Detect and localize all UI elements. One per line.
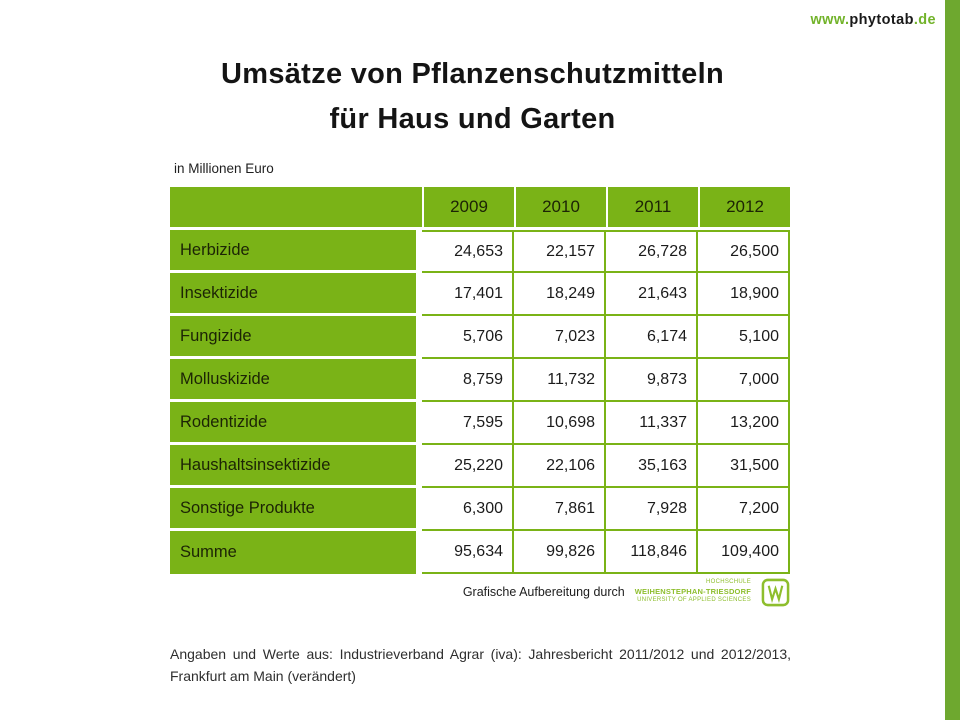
data-cell: 18,249 [514,273,606,316]
page-title: Umsätze von Pflanzenschutzmitteln für Ha… [0,52,945,142]
data-cell: 7,861 [514,488,606,531]
column-header-year: 2012 [698,187,790,230]
page-title-line-1: Umsätze von Pflanzenschutzmitteln [221,58,724,90]
data-cell: 7,200 [698,488,790,531]
data-cell: 24,653 [422,230,514,273]
data-cell: 95,634 [422,531,514,574]
data-cell: 6,300 [422,488,514,531]
credit-line: Grafische Aufbereitung durch HOCHSCHULE … [170,575,790,609]
data-cell: 5,100 [698,316,790,359]
data-cell: 13,200 [698,402,790,445]
accent-bar [945,0,960,720]
data-cell: 22,106 [514,445,606,488]
data-cell: 25,220 [422,445,514,488]
data-cell: 18,900 [698,273,790,316]
data-cell: 8,759 [422,359,514,402]
row-label: Herbizide [170,230,422,273]
data-table: 2009 2010 2011 2012 Herbizide 24,653 22,… [170,187,790,574]
data-cell: 10,698 [514,402,606,445]
data-cell: 118,846 [606,531,698,574]
row-label: Insektizide [170,273,422,316]
data-cell: 17,401 [422,273,514,316]
data-cell: 11,732 [514,359,606,402]
site-url-prefix: www. [810,12,850,28]
row-label: Rodentizide [170,402,422,445]
source-note: Angaben und Werte aus: Industrieverband … [170,646,791,684]
header-corner-cell [170,187,422,230]
data-cell: 21,643 [606,273,698,316]
table-subtitle: in Millionen Euro [174,161,274,176]
university-logo-line-1: HOCHSCHULE [705,579,751,586]
page-title-line-2: für Haus und Garten [329,103,616,135]
data-cell: 9,873 [606,359,698,402]
university-logo-text: HOCHSCHULE WEIHENSTEPHAN-TRIESDORF UNIVE… [635,579,751,604]
row-label: Sonstige Produkte [170,488,422,531]
column-header-year: 2009 [422,187,514,230]
data-cell: 7,023 [514,316,606,359]
row-label: Molluskizide [170,359,422,402]
university-logo-icon [761,578,790,607]
data-cell: 5,706 [422,316,514,359]
credit-text: Grafische Aufbereitung durch [462,585,625,599]
row-label: Haushaltsinsektizide [170,445,422,488]
data-cell: 31,500 [698,445,790,488]
column-header-year: 2011 [606,187,698,230]
data-cell: 7,595 [422,402,514,445]
row-label: Summe [170,531,422,574]
university-logo-line-2: WEIHENSTEPHAN-TRIESDORF [634,587,751,597]
row-label: Fungizide [170,316,422,359]
data-cell: 11,337 [606,402,698,445]
data-cell: 26,500 [698,230,790,273]
site-url-suffix: .de [913,12,936,28]
data-cell: 109,400 [698,531,790,574]
data-cell: 26,728 [606,230,698,273]
site-url: www.phytotab.de [810,12,936,28]
data-cell: 6,174 [606,316,698,359]
site-url-name: phytotab [849,12,914,28]
data-cell: 7,000 [698,359,790,402]
data-cell: 7,928 [606,488,698,531]
data-cell: 35,163 [606,445,698,488]
university-logo-line-3: UNIVERSITY OF APPLIED SCIENCES [637,596,751,603]
data-cell: 99,826 [514,531,606,574]
column-header-year: 2010 [514,187,606,230]
data-cell: 22,157 [514,230,606,273]
